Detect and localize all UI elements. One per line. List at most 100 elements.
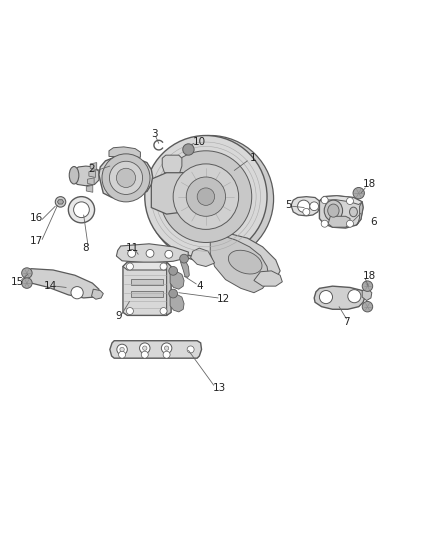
Polygon shape [328, 216, 350, 227]
Text: 18: 18 [363, 180, 376, 189]
Polygon shape [180, 259, 189, 277]
Circle shape [173, 164, 239, 229]
Circle shape [346, 220, 353, 227]
Polygon shape [92, 289, 103, 299]
Circle shape [140, 343, 150, 353]
Text: 2: 2 [88, 164, 95, 174]
Ellipse shape [350, 207, 357, 217]
Circle shape [55, 197, 66, 207]
Text: 17: 17 [30, 236, 43, 246]
Circle shape [303, 208, 310, 215]
Polygon shape [86, 185, 93, 192]
Text: 13: 13 [212, 383, 226, 393]
Polygon shape [90, 163, 97, 169]
Circle shape [165, 251, 173, 258]
Circle shape [147, 135, 274, 262]
Circle shape [68, 197, 95, 223]
Text: 1: 1 [250, 153, 256, 163]
Circle shape [348, 289, 361, 303]
Polygon shape [170, 271, 184, 289]
Circle shape [362, 302, 373, 312]
Text: 4: 4 [196, 281, 203, 291]
Text: 12: 12 [217, 294, 230, 304]
Circle shape [163, 351, 170, 358]
Text: 9: 9 [115, 311, 122, 321]
Polygon shape [131, 290, 163, 297]
Polygon shape [314, 286, 365, 309]
Circle shape [127, 263, 134, 270]
Circle shape [127, 308, 134, 314]
Polygon shape [191, 248, 215, 266]
Ellipse shape [69, 166, 79, 184]
Polygon shape [25, 269, 99, 298]
Text: 7: 7 [343, 317, 350, 327]
Circle shape [321, 197, 328, 204]
Polygon shape [89, 171, 95, 177]
Circle shape [353, 188, 364, 199]
Circle shape [117, 168, 136, 188]
Polygon shape [319, 196, 362, 205]
Circle shape [117, 344, 127, 354]
Polygon shape [291, 197, 320, 216]
Text: 6: 6 [371, 216, 377, 227]
Text: 8: 8 [82, 243, 89, 253]
Polygon shape [162, 155, 182, 173]
Text: 18: 18 [363, 271, 376, 281]
Polygon shape [219, 234, 280, 282]
Polygon shape [254, 271, 283, 286]
Polygon shape [110, 341, 201, 358]
Circle shape [169, 289, 177, 298]
Polygon shape [362, 289, 372, 301]
Circle shape [141, 351, 148, 358]
Polygon shape [151, 173, 193, 214]
Polygon shape [131, 279, 163, 285]
Polygon shape [123, 262, 171, 270]
Circle shape [119, 351, 126, 358]
Circle shape [160, 308, 167, 314]
Polygon shape [57, 200, 64, 204]
Polygon shape [109, 147, 141, 157]
Text: 14: 14 [44, 281, 57, 291]
Polygon shape [99, 157, 152, 198]
Circle shape [120, 348, 124, 352]
Polygon shape [74, 166, 99, 185]
Polygon shape [170, 294, 184, 312]
Circle shape [160, 151, 252, 243]
Polygon shape [210, 234, 269, 293]
Circle shape [197, 188, 215, 205]
Circle shape [183, 144, 194, 155]
Text: 3: 3 [151, 129, 158, 139]
Circle shape [310, 202, 318, 211]
Circle shape [21, 278, 32, 288]
Circle shape [186, 177, 226, 216]
Polygon shape [88, 178, 94, 185]
Circle shape [362, 281, 373, 292]
Ellipse shape [328, 204, 339, 217]
Circle shape [102, 154, 150, 202]
Text: 15: 15 [11, 277, 24, 287]
Polygon shape [357, 202, 363, 225]
Circle shape [160, 263, 167, 270]
Polygon shape [123, 262, 171, 316]
Polygon shape [166, 262, 171, 316]
Polygon shape [319, 196, 363, 228]
Circle shape [321, 220, 328, 227]
Circle shape [128, 249, 136, 257]
Polygon shape [117, 244, 188, 263]
Circle shape [145, 135, 267, 258]
Ellipse shape [324, 200, 343, 221]
Circle shape [21, 268, 32, 278]
Circle shape [146, 249, 154, 257]
Circle shape [169, 266, 177, 275]
Text: 5: 5 [286, 200, 292, 211]
Circle shape [346, 198, 353, 205]
Circle shape [71, 287, 83, 299]
Circle shape [161, 343, 172, 353]
Circle shape [110, 161, 143, 195]
Circle shape [180, 254, 188, 263]
Circle shape [74, 202, 89, 217]
Circle shape [143, 346, 147, 350]
Ellipse shape [228, 251, 262, 274]
Text: 10: 10 [193, 137, 206, 147]
Text: 11: 11 [126, 243, 139, 253]
